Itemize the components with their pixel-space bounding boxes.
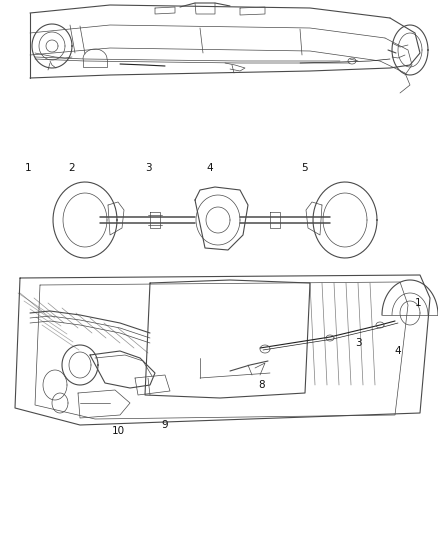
Text: 2: 2 — [69, 163, 75, 173]
Text: 1: 1 — [25, 163, 31, 173]
Text: 4: 4 — [207, 163, 213, 173]
Text: 9: 9 — [162, 420, 168, 430]
Text: 4: 4 — [395, 346, 401, 356]
Text: 3: 3 — [355, 338, 361, 348]
Text: 10: 10 — [111, 426, 124, 436]
Text: 3: 3 — [145, 163, 151, 173]
Text: 1: 1 — [415, 298, 421, 308]
Text: 8: 8 — [259, 380, 265, 390]
Text: 5: 5 — [302, 163, 308, 173]
